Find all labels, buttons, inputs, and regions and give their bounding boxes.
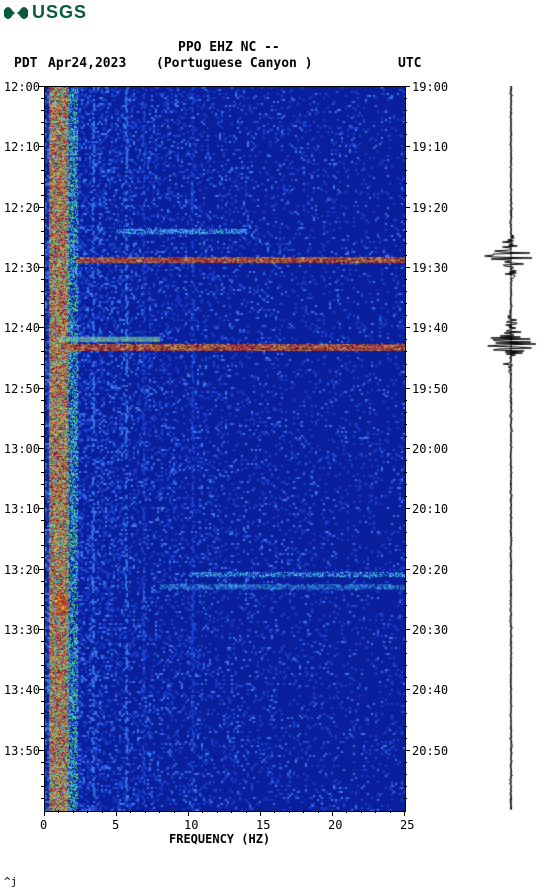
left-time-tick: 12:40 (0, 321, 40, 335)
freq-tick: 5 (112, 818, 119, 832)
right-time-tick: 19:50 (412, 382, 448, 396)
left-time-tick: 12:10 (0, 140, 40, 154)
left-time-tick: 13:20 (0, 563, 40, 577)
right-time-tick: 20:30 (412, 623, 448, 637)
date-label: Apr24,2023 (48, 56, 126, 71)
seismogram-trace (480, 86, 542, 810)
right-time-tick: 20:10 (412, 502, 448, 516)
freq-tick: 10 (184, 818, 198, 832)
right-time-tick: 19:40 (412, 321, 448, 335)
freq-tick: 0 (40, 818, 47, 832)
spectrogram-plot (44, 86, 406, 812)
left-time-tick: 13:30 (0, 623, 40, 637)
right-time-tick: 19:00 (412, 80, 448, 94)
station-code: PPO EHZ NC -- (178, 40, 280, 55)
freq-tick: 25 (400, 818, 414, 832)
usgs-wave-icon (4, 4, 28, 22)
tz-right-label: UTC (398, 56, 421, 71)
site-name: (Portuguese Canyon ) (156, 56, 313, 71)
left-time-tick: 12:20 (0, 201, 40, 215)
right-time-tick: 20:20 (412, 563, 448, 577)
left-time-tick: 13:00 (0, 442, 40, 456)
right-time-tick: 20:00 (412, 442, 448, 456)
left-time-tick: 13:10 (0, 502, 40, 516)
left-time-tick: 12:00 (0, 80, 40, 94)
tz-left-label: PDT (14, 56, 37, 71)
right-time-tick: 19:20 (412, 201, 448, 215)
x-axis-label: FREQUENCY (HZ) (169, 832, 270, 846)
left-time-tick: 13:40 (0, 683, 40, 697)
freq-tick: 15 (256, 818, 270, 832)
left-time-tick: 13:50 (0, 744, 40, 758)
right-time-tick: 19:30 (412, 261, 448, 275)
left-time-tick: 12:30 (0, 261, 40, 275)
freq-tick: 20 (328, 818, 342, 832)
footer-mark: ^j (4, 875, 17, 888)
left-time-tick: 12:50 (0, 382, 40, 396)
usgs-logo-text: USGS (32, 2, 87, 23)
right-time-tick: 20:40 (412, 683, 448, 697)
usgs-logo: USGS (4, 2, 87, 23)
right-time-tick: 20:50 (412, 744, 448, 758)
right-time-tick: 19:10 (412, 140, 448, 154)
